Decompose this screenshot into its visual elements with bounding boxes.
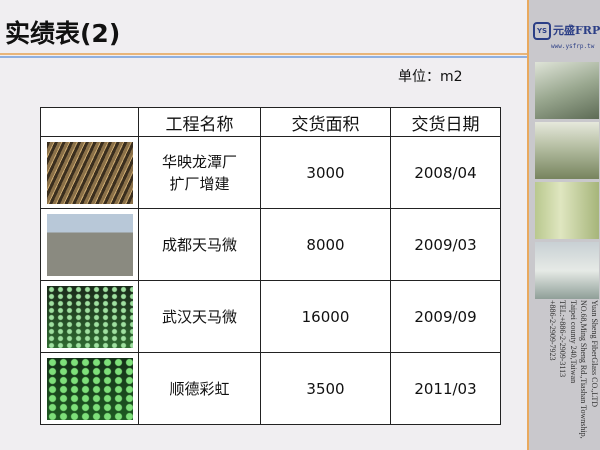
table-row: 武汉天马微 16000 2009/09 — [40, 280, 501, 353]
table-header: 工程名称 交货面积 交货日期 — [40, 107, 501, 137]
date-cell: 2008/04 — [390, 136, 501, 209]
header-photo — [40, 107, 139, 137]
address-line: Taipei county 240,Taiwan — [569, 300, 578, 384]
project-photo — [46, 213, 133, 276]
page-title: 实绩表(2) — [5, 19, 121, 48]
header-area: 交货面积 — [260, 107, 391, 137]
date-cell: 2009/09 — [390, 280, 501, 353]
side-photo — [535, 182, 599, 239]
area-cell: 16000 — [260, 280, 391, 353]
project-name-line: 华映龙潭厂 — [161, 152, 237, 171]
project-name: 华映龙潭厂 扩厂增建 — [138, 136, 261, 209]
side-photo — [535, 122, 599, 179]
logo-mark: YS — [533, 22, 551, 40]
date-cell: 2009/03 — [390, 208, 501, 281]
table-row: 顺德彩虹 3500 2011/03 — [40, 352, 501, 425]
project-photo — [46, 357, 133, 420]
area-cell: 3500 — [260, 352, 391, 425]
area-cell: 3000 — [260, 136, 391, 209]
results-table: 工程名称 交货面积 交货日期 华映龙潭厂扩厂增建 3000 2008/04 成都… — [40, 107, 501, 425]
project-name: 顺德彩虹 — [138, 352, 261, 425]
address-line: NO.68,Ming Sheng Rd.,Tiashan Township, — [579, 300, 589, 439]
side-photo — [535, 62, 599, 119]
table-row: 成都天马微 8000 2009/03 — [40, 208, 501, 281]
date-cell: 2011/03 — [390, 352, 501, 425]
address-line: Yuan Sheng FiberGlass CO.,LTD — [590, 300, 599, 408]
project-photo — [46, 141, 133, 204]
unit-label: 单位：m2 — [398, 69, 463, 85]
header-date: 交货日期 — [390, 107, 501, 137]
divider — [0, 56, 528, 58]
address-line: TEL:+886-2-2909-3113 — [558, 300, 568, 378]
address-line: +886-2-2909-7923 — [548, 300, 557, 361]
divider — [0, 53, 528, 55]
header-name: 工程名称 — [138, 107, 261, 137]
side-photo — [535, 242, 599, 299]
project-name: 成都天马微 — [138, 208, 261, 281]
area-cell: 8000 — [260, 208, 391, 281]
logo-name: 元盛FRP — [553, 24, 600, 37]
project-name-line: 扩厂增建 — [169, 174, 230, 193]
table-row: 华映龙潭厂扩厂增建 3000 2008/04 — [40, 136, 501, 209]
logo-url: www.ysfrp.tw — [551, 43, 595, 50]
project-photo — [46, 285, 133, 348]
company-address: Yuan Sheng FiberGlass CO.,LTD NO.68,Ming… — [547, 300, 599, 450]
project-name: 武汉天马微 — [138, 280, 261, 353]
side-panel: YS 元盛FRP www.ysfrp.tw Yuan Sheng FiberGl… — [527, 0, 600, 450]
